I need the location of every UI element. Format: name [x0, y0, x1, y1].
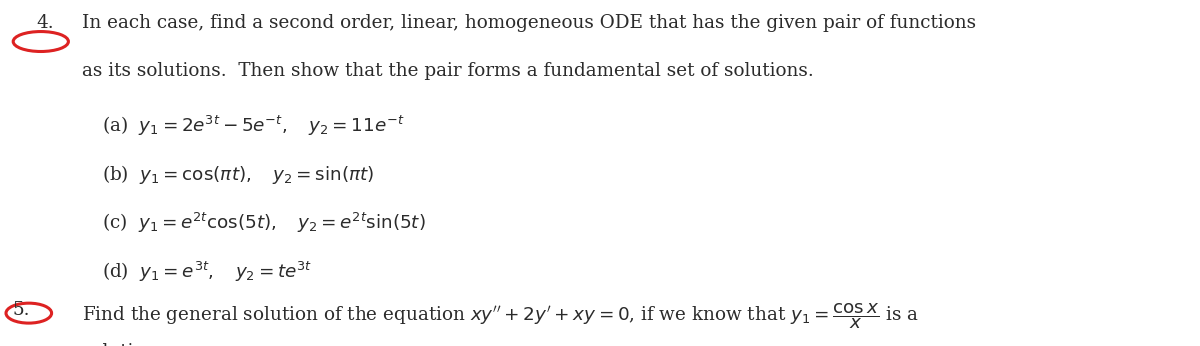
- Text: (b)  $y_1 = \cos(\pi t), \quad y_2 = \sin(\pi t)$: (b) $y_1 = \cos(\pi t), \quad y_2 = \sin…: [102, 163, 374, 185]
- Text: solution.: solution.: [82, 343, 162, 346]
- Text: 5.: 5.: [12, 301, 30, 319]
- Text: (c)  $y_1 = e^{2t}\cos(5t), \quad y_2 = e^{2t}\sin(5t)$: (c) $y_1 = e^{2t}\cos(5t), \quad y_2 = e…: [102, 211, 426, 235]
- Text: In each case, find a second order, linear, homogeneous ODE that has the given pa: In each case, find a second order, linea…: [82, 14, 976, 32]
- Text: (a)  $y_1 = 2e^{3t} - 5e^{-t}, \quad y_2 = 11e^{-t}$: (a) $y_1 = 2e^{3t} - 5e^{-t}, \quad y_2 …: [102, 114, 404, 138]
- Text: Find the general solution of the equation $xy'' + 2y' + xy = 0$, if we know that: Find the general solution of the equatio…: [82, 301, 918, 331]
- Text: 4.: 4.: [36, 14, 54, 32]
- Text: (d)  $y_1 = e^{3t}, \quad y_2 = te^{3t}$: (d) $y_1 = e^{3t}, \quad y_2 = te^{3t}$: [102, 260, 312, 284]
- Text: as its solutions.  Then show that the pair forms a fundamental set of solutions.: as its solutions. Then show that the pai…: [82, 62, 814, 80]
